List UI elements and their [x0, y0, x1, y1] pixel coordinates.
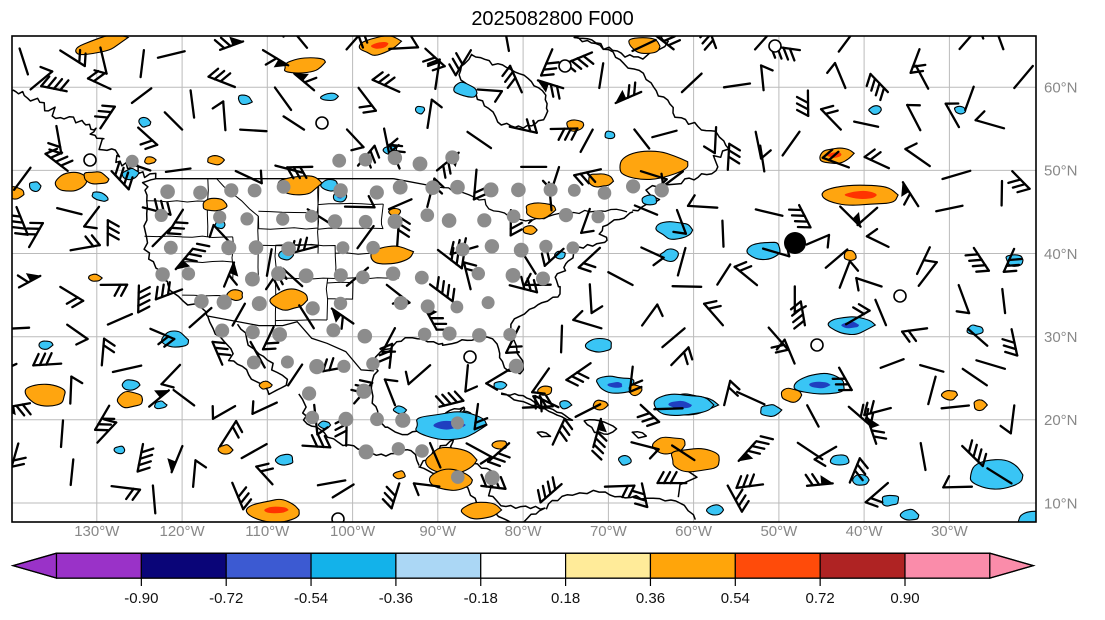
svg-text:60°W: 60°W [675, 523, 713, 540]
svg-text:0.72: 0.72 [806, 590, 835, 607]
svg-text:70°W: 70°W [590, 523, 628, 540]
svg-text:60°N: 60°N [1044, 80, 1078, 97]
svg-text:0.54: 0.54 [721, 590, 750, 607]
svg-text:10°N: 10°N [1044, 495, 1078, 512]
svg-text:-0.90: -0.90 [124, 590, 158, 607]
svg-text:40°N: 40°N [1044, 246, 1078, 263]
svg-text:40°W: 40°W [846, 523, 884, 540]
svg-text:-0.36: -0.36 [379, 590, 413, 607]
svg-text:30°N: 30°N [1044, 329, 1078, 346]
svg-text:-0.18: -0.18 [464, 590, 498, 607]
svg-text:30°W: 30°W [931, 523, 969, 540]
svg-text:120°W: 120°W [160, 523, 206, 540]
svg-text:0.18: 0.18 [551, 590, 580, 607]
svg-text:-0.72: -0.72 [209, 590, 243, 607]
svg-text:-0.54: -0.54 [294, 590, 328, 607]
svg-text:20°N: 20°N [1044, 412, 1078, 429]
svg-text:80°W: 80°W [505, 523, 543, 540]
svg-text:110°W: 110°W [245, 523, 290, 540]
svg-text:0.90: 0.90 [890, 590, 919, 607]
svg-text:50°N: 50°N [1044, 163, 1078, 180]
svg-text:100°W: 100°W [330, 523, 376, 540]
svg-text:50°W: 50°W [760, 523, 798, 540]
svg-text:90°W: 90°W [419, 523, 457, 540]
svg-text:130°W: 130°W [74, 523, 120, 540]
svg-text:0.36: 0.36 [636, 590, 665, 607]
